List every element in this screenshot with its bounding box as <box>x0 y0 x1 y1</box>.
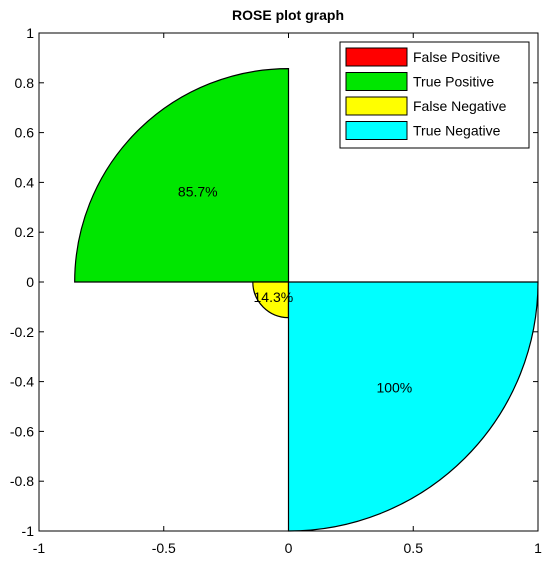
chart-title: ROSE plot graph <box>232 7 344 23</box>
y-tick-label: -1 <box>22 523 35 539</box>
legend-swatch-false-positive <box>345 47 408 67</box>
legend-swatch-true-negative <box>345 121 408 140</box>
y-tick-label: 0 <box>26 274 34 290</box>
x-tick-label: -1 <box>33 540 46 556</box>
sector-true-positive <box>74 68 290 283</box>
y-tick-label: 0.6 <box>15 125 35 141</box>
percentage-labels: 85.7% 14.3% 100% <box>178 183 412 395</box>
x-tick-label: -0.5 <box>152 540 176 556</box>
y-tick-label: -0.6 <box>10 423 34 439</box>
legend-label-true-positive: True Positive <box>413 74 494 90</box>
y-tick-label: -0.8 <box>10 473 34 489</box>
y-tick-label: 0.8 <box>15 75 35 91</box>
x-tick-label: 0 <box>285 540 293 556</box>
y-tick-label: 0.2 <box>15 224 35 240</box>
y-tick-label: 0.4 <box>15 174 35 190</box>
sector-false-negative <box>252 281 290 319</box>
sectors <box>74 68 539 532</box>
legend-label-true-negative: True Negative <box>413 123 501 139</box>
y-tick-label: -0.4 <box>10 374 34 390</box>
legend-swatch-true-positive <box>345 72 408 91</box>
x-tick-label: 1 <box>534 540 542 556</box>
legend-label-false-negative: False Negative <box>413 98 507 114</box>
sector-label-false-negative: 14.3% <box>254 289 294 305</box>
legend-swatch-false-negative <box>345 96 408 116</box>
legend-label-false-positive: False Positive <box>413 49 500 65</box>
sector-label-true-positive: 85.7% <box>178 183 218 199</box>
legend: False Positive True Positive False Negativ… <box>339 41 530 149</box>
sector-true-negative <box>287 281 539 532</box>
y-tick-label: 1 <box>26 25 34 41</box>
legend-items: False Positive True Positive False Negativ… <box>345 47 507 140</box>
ticks: -1 -0.5 0 0.5 1 1 0.8 0.6 0.4 0.2 0 -0.2 -0.4 -0.6 -0.… <box>10 25 542 556</box>
y-tick-label: -0.2 <box>10 324 34 340</box>
sector-label-true-negative: 100% <box>376 380 412 396</box>
x-tick-label: 0.5 <box>404 540 424 556</box>
